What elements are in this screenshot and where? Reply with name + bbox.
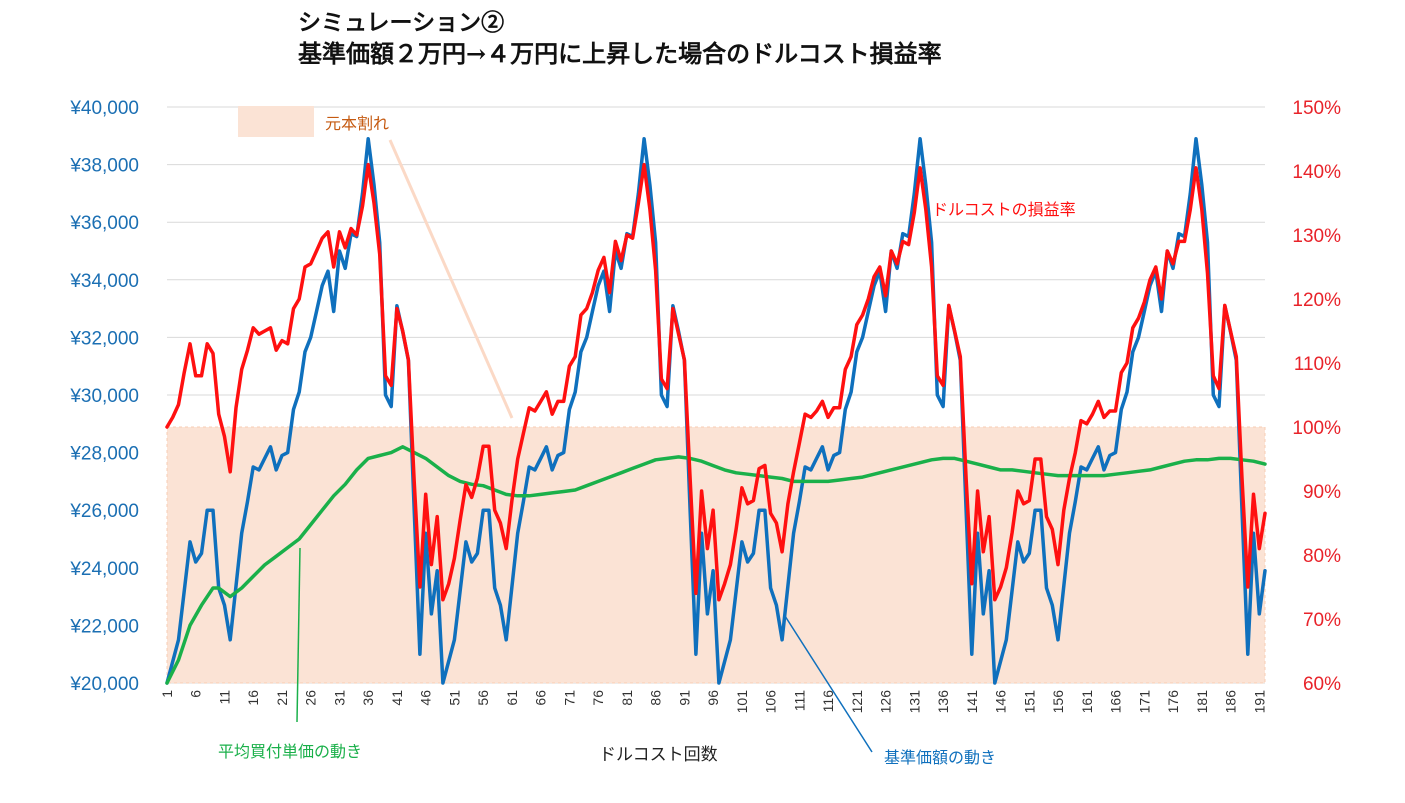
x-axis-tick-label: 96 xyxy=(705,690,721,706)
right-axis-tick-label: 100% xyxy=(1292,418,1341,439)
left-axis-tick-label: ¥38,000 xyxy=(69,156,139,177)
series-lines xyxy=(165,136,1267,685)
chart-title-line2: 基準価額２万円→４万円に上昇した場合のドルコスト損益率 xyxy=(298,39,942,68)
x-axis-tick-label: 186 xyxy=(1223,690,1239,714)
right-axis-tick-label: 80% xyxy=(1303,546,1341,567)
right-axis-tick-label: 110% xyxy=(1294,354,1341,375)
x-axis-tick-label: 36 xyxy=(360,690,376,706)
left-axis-tick-label: ¥28,000 xyxy=(69,444,139,465)
right-axis-ticks: 60% 70% 80% 90% 100% 110% 120% 130% 140% 150% xyxy=(1292,98,1341,695)
x-axis-tick-label: 121 xyxy=(849,690,865,714)
avg-cost-leader-line xyxy=(296,547,301,723)
right-axis-tick-label: 140% xyxy=(1292,162,1341,183)
right-axis-tick-label: 120% xyxy=(1292,290,1341,311)
x-axis-tick-label: 116 xyxy=(820,690,836,713)
x-axis-tick-label: 131 xyxy=(906,690,922,714)
x-axis-tick-label: 106 xyxy=(763,690,779,714)
x-axis-tick-label: 11 xyxy=(216,690,232,705)
x-axis-tick-label: 6 xyxy=(188,690,204,698)
x-axis-tick-label: 81 xyxy=(619,690,635,706)
right-axis-tick-label: 150% xyxy=(1292,98,1341,119)
x-axis-ticks: 1 6 11 16 21 26 31 36 41 46 51 56 61 66 71 76 81 86 91 96 10… xyxy=(159,690,1267,714)
left-axis-ticks: ¥20,000 ¥22,000 ¥24,000 ¥26,000 ¥28,000 ¥30,0… xyxy=(69,98,139,695)
return-rate-line xyxy=(165,162,1267,602)
x-axis-tick-label: 151 xyxy=(1021,690,1037,714)
x-axis-title: ドルコスト回数 xyxy=(599,745,718,764)
return-rate-label: ドルコストの損益率 xyxy=(932,201,1076,219)
left-axis-tick-label: ¥34,000 xyxy=(69,271,139,292)
left-axis-tick-label: ¥40,000 xyxy=(69,98,139,119)
avg-cost-line xyxy=(165,445,1267,685)
x-axis-tick-label: 91 xyxy=(676,690,692,706)
x-axis-tick-label: 176 xyxy=(1165,690,1181,714)
x-axis-tick-label: 146 xyxy=(993,690,1009,714)
x-axis-tick-label: 86 xyxy=(648,690,664,706)
right-axis-tick-label: 70% xyxy=(1303,610,1341,631)
base-price-leader-line xyxy=(784,615,873,753)
loss-zone-label: 元本割れ xyxy=(325,115,389,133)
x-axis-tick-label: 71 xyxy=(561,690,577,706)
left-axis-tick-label: ¥26,000 xyxy=(69,501,139,522)
x-axis-tick-label: 191 xyxy=(1251,690,1267,714)
x-axis-tick-label: 66 xyxy=(533,690,549,706)
right-axis-tick-label: 90% xyxy=(1303,482,1341,503)
left-axis-tick-label: ¥32,000 xyxy=(69,328,139,349)
x-axis-tick-label: 181 xyxy=(1194,690,1210,714)
x-axis-tick-label: 61 xyxy=(504,690,520,706)
chart-title-line1: シミュレーション② xyxy=(298,9,504,36)
x-axis-tick-label: 156 xyxy=(1050,690,1066,714)
x-axis-tick-label: 136 xyxy=(935,690,951,714)
left-axis-tick-label: ¥30,000 xyxy=(69,386,139,407)
x-axis-tick-label: 51 xyxy=(446,690,462,706)
avg-cost-label: 平均買付単価の動き xyxy=(218,743,362,761)
loss-zone-leader-line xyxy=(388,139,514,419)
x-axis-tick-label: 31 xyxy=(331,690,347,706)
x-axis-tick-label: 166 xyxy=(1108,690,1124,714)
x-axis-tick-label: 76 xyxy=(590,690,606,706)
x-axis-tick-label: 46 xyxy=(418,690,434,706)
x-axis-tick-label: 16 xyxy=(245,690,261,706)
x-axis-tick-label: 41 xyxy=(389,690,405,706)
x-axis-tick-label: 161 xyxy=(1079,690,1095,714)
x-axis-tick-label: 21 xyxy=(274,690,290,706)
x-axis-tick-label: 56 xyxy=(475,690,491,706)
left-axis-tick-label: ¥22,000 xyxy=(69,616,139,637)
x-axis-tick-label: 126 xyxy=(878,690,894,714)
left-axis-tick-label: ¥36,000 xyxy=(69,213,139,234)
x-axis-tick-label: 111 xyxy=(791,690,807,711)
x-axis-tick-label: 171 xyxy=(1136,690,1152,714)
x-axis-tick-label: 26 xyxy=(303,690,319,706)
x-axis-tick-label: 101 xyxy=(734,690,750,714)
base-price-label: 基準価額の動き xyxy=(884,749,996,767)
right-axis-tick-label: 60% xyxy=(1303,674,1341,695)
left-axis-tick-label: ¥24,000 xyxy=(69,559,139,580)
x-axis-tick-label: 141 xyxy=(964,690,980,714)
right-axis-tick-label: 130% xyxy=(1292,226,1341,247)
loss-zone-legend-swatch xyxy=(238,106,314,137)
x-axis-tick-label: 1 xyxy=(159,690,175,698)
left-axis-tick-label: ¥20,000 xyxy=(69,674,139,695)
